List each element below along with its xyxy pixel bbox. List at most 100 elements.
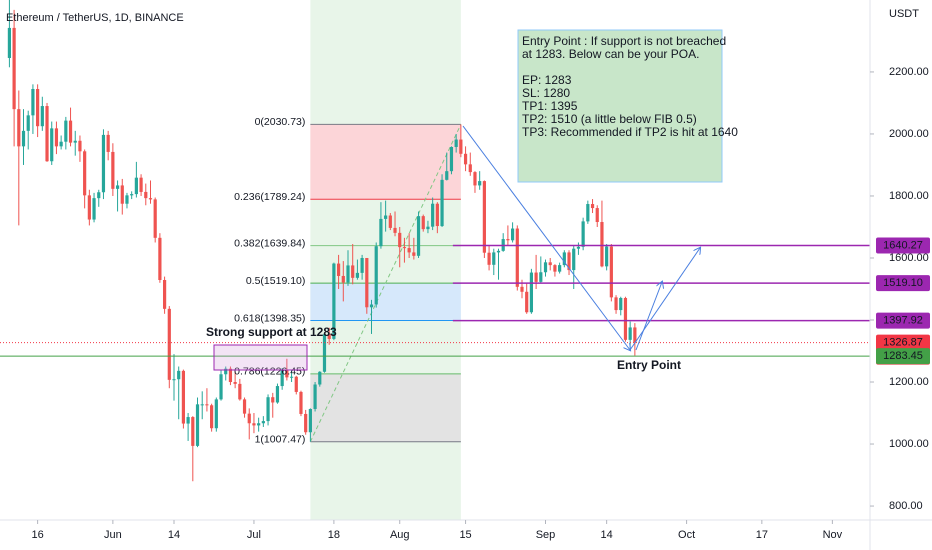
candle-body	[369, 304, 374, 308]
x-tick-label: 15	[459, 529, 471, 541]
fib-trend	[309, 124, 462, 442]
candle-body	[162, 280, 167, 309]
x-tick-label: 18	[328, 529, 340, 541]
note-line: SL: 1280	[522, 86, 570, 100]
candle-body	[600, 222, 604, 267]
candle-body	[586, 204, 590, 222]
x-tick-label: Jul	[247, 529, 261, 541]
x-tick-label: 16	[31, 529, 43, 541]
x-tick-label: Sep	[536, 529, 556, 541]
candle-body	[336, 263, 341, 276]
candle-body	[416, 216, 421, 256]
candle-body	[26, 115, 30, 131]
candle-body	[553, 265, 557, 272]
support-label: Strong support at 1283	[206, 325, 337, 339]
candle-body	[567, 252, 571, 271]
price-tag-label: 1326.87	[883, 337, 923, 349]
candle-body	[402, 247, 407, 249]
candle-body	[506, 239, 510, 241]
candle-body	[167, 308, 171, 380]
candle-body	[525, 291, 529, 313]
candle-body	[412, 252, 416, 256]
candle-body	[426, 226, 430, 230]
background-layer	[309, 0, 462, 520]
candle-body	[332, 263, 336, 339]
candle-body	[64, 120, 68, 142]
fib-zone	[310, 373, 461, 442]
candle-body	[148, 198, 153, 200]
note-line: Entry Point : If support is not breached	[522, 34, 726, 48]
candle-body	[111, 151, 115, 189]
candle-body	[576, 246, 581, 249]
fib-zone	[310, 124, 461, 200]
x-tick-label: Aug	[390, 529, 410, 541]
entry-label: Entry Point	[617, 358, 681, 372]
fib-label: 1(1007.47)	[255, 433, 306, 445]
x-tick-label: Nov	[823, 529, 843, 541]
note-line: TP2: 1510 (a little below FIB 0.5)	[522, 112, 697, 126]
candle-body	[120, 185, 124, 204]
candle-body	[520, 286, 524, 292]
candle-body	[177, 370, 181, 380]
fib-label: 0.618(1398.35)	[234, 312, 305, 324]
candle-body	[548, 262, 552, 266]
candle-body	[529, 272, 534, 313]
candles	[7, 0, 637, 482]
candle-body	[459, 139, 463, 154]
chart-title: Ethereum / TetherUS, 1D, BINANCE	[6, 12, 184, 24]
price-tag	[876, 312, 930, 329]
candle-body	[101, 134, 106, 193]
candle-body	[365, 257, 369, 308]
candle-body	[172, 379, 176, 381]
candle-body	[125, 195, 129, 204]
candle-body	[97, 192, 101, 199]
candle-body	[435, 203, 439, 227]
candle-body	[539, 272, 543, 282]
trend-arrow	[635, 282, 662, 351]
candle-body	[106, 134, 110, 152]
price-tag	[876, 275, 930, 292]
candle-body	[449, 146, 454, 172]
candle-body	[299, 391, 303, 414]
candle-body	[346, 265, 350, 283]
candle-body	[393, 227, 397, 233]
candle-body	[247, 413, 251, 424]
note-line: at 1283. Below can be your POA.	[522, 47, 699, 61]
note-line: TP1: 1395	[522, 99, 578, 113]
fib-label: 0(2030.73)	[255, 116, 306, 128]
candle-body	[266, 397, 270, 422]
candle-body	[534, 272, 538, 282]
price-tag-label: 1283.45	[883, 350, 923, 362]
candle-body	[440, 179, 444, 227]
trend-arrow	[462, 125, 630, 350]
candle-body	[374, 246, 378, 305]
candle-body	[12, 27, 16, 110]
candle-body	[327, 334, 331, 339]
candle-body	[242, 399, 247, 414]
candle-body	[271, 397, 275, 403]
candle-body	[590, 204, 595, 209]
candle-body	[482, 181, 486, 253]
candle-body	[572, 248, 576, 271]
candle-body	[496, 250, 501, 253]
candle-body	[304, 413, 308, 433]
candle-body	[59, 141, 63, 147]
fib-label: 0.5(1519.10)	[246, 275, 306, 287]
candle-body	[17, 109, 21, 147]
candle-body	[261, 421, 265, 424]
candle-body	[543, 262, 548, 273]
candle-body	[431, 203, 435, 227]
candle-body	[181, 370, 186, 424]
candle-body	[623, 297, 628, 340]
note-box	[517, 29, 723, 183]
candle-body	[285, 370, 289, 378]
x-tick-label: 17	[756, 529, 768, 541]
candle-body	[351, 265, 355, 278]
candle-body	[54, 128, 59, 147]
price-tag	[876, 348, 930, 365]
candle-body	[158, 237, 162, 280]
candle-body	[445, 171, 449, 180]
candle-body	[191, 417, 195, 446]
candle-body	[73, 140, 77, 143]
